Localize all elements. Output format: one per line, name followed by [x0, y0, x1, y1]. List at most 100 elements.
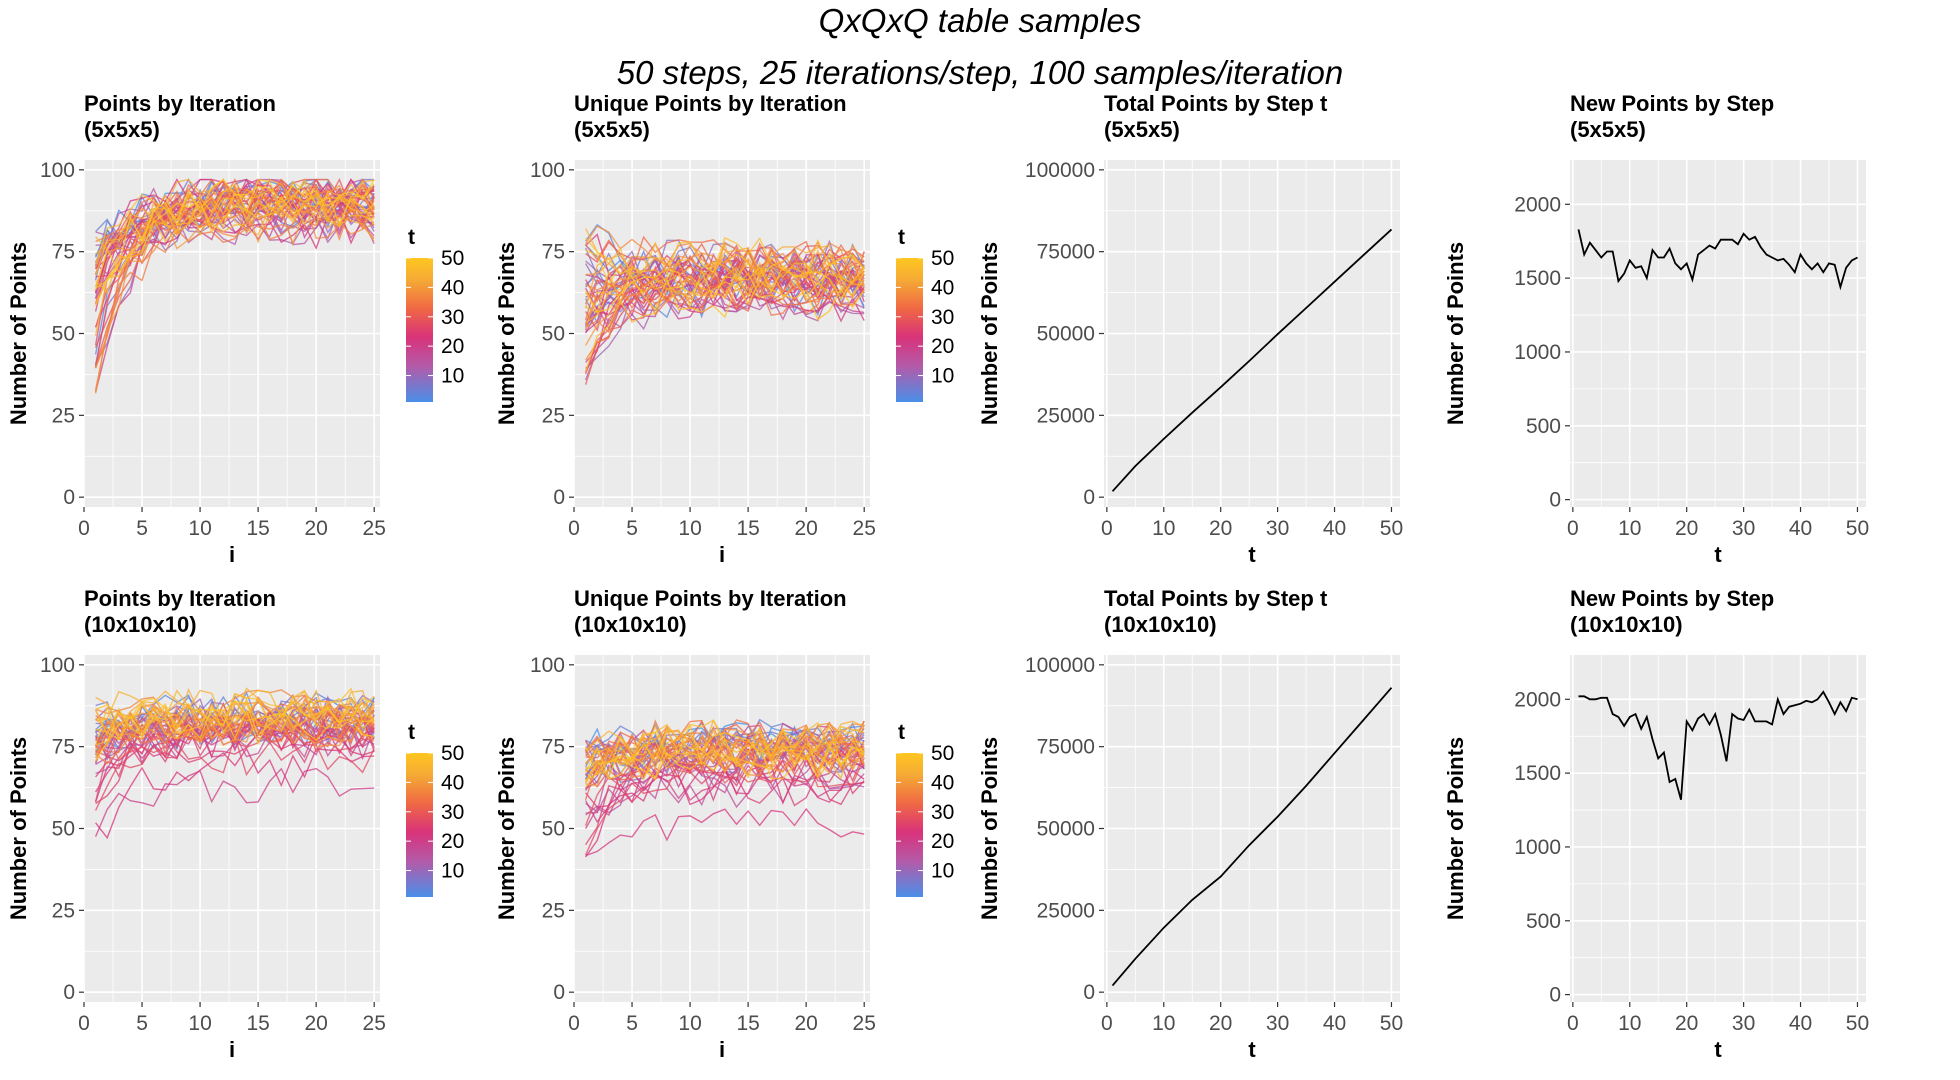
y-tick-label: 50: [52, 323, 75, 346]
legend-title: t: [898, 226, 905, 249]
color-legend: t 10 20 30 40 50: [896, 721, 954, 897]
y-axis-label: Number of Points: [977, 242, 1002, 425]
x-tick-label: 10: [1618, 1012, 1641, 1035]
legend-label: 40: [441, 276, 464, 299]
x-tick-label: 10: [678, 1012, 701, 1035]
x-tick-label: 10: [1618, 517, 1641, 540]
y-tick-label: 100: [530, 159, 565, 182]
x-axis-label: t: [1714, 1037, 1722, 1062]
series-line-t39: [94, 717, 375, 759]
y-axis-label: Number of Points: [6, 242, 31, 425]
series-line-t50: [95, 178, 375, 289]
legend-label: 10: [441, 860, 464, 883]
panel-p12: Unique Points by Iteration(5x5x5) 0 5 10 15 2…: [494, 91, 954, 567]
panel-subtitle: (5x5x5): [1570, 117, 1646, 142]
legend-label: 30: [441, 801, 464, 824]
series-line-t50: [584, 724, 865, 780]
y-axis-label: Number of Points: [494, 242, 519, 425]
x-tick-label: 50: [1846, 517, 1869, 540]
legend-title: t: [408, 721, 415, 744]
legend-label: 30: [931, 306, 954, 329]
legend-label: 30: [441, 306, 464, 329]
x-tick-label: 0: [78, 1012, 90, 1035]
y-tick-label: 25: [52, 899, 75, 922]
series-line-t50: [584, 264, 865, 313]
y-tick-label: 500: [1526, 910, 1561, 933]
series-line-t19: [585, 285, 865, 331]
y-tick-label: 0: [63, 981, 75, 1004]
series-line-t47: [585, 719, 865, 781]
plot-area: [584, 718, 865, 858]
panel-subtitle: (10x10x10): [574, 612, 687, 637]
x-axis-label: t: [1248, 542, 1256, 567]
x-tick-label: 20: [794, 1012, 817, 1035]
series-line-t48: [585, 236, 865, 278]
x-tick-label: 20: [304, 517, 327, 540]
series-line-t44: [94, 187, 375, 336]
legend-colorbar: [406, 258, 433, 402]
y-tick-label: 1500: [1514, 762, 1561, 785]
x-tick-label: 10: [1152, 1012, 1175, 1035]
series-line-t20: [94, 767, 375, 837]
x-tick-label: 10: [678, 517, 701, 540]
x-tick-label: 10: [188, 517, 211, 540]
x-tick-label: 0: [1567, 517, 1579, 540]
legend-label: 40: [931, 771, 954, 794]
y-tick-label: 100000: [1025, 654, 1095, 677]
y-tick-label: 0: [1083, 981, 1095, 1004]
x-tick-label: 5: [626, 1012, 638, 1035]
x-axis-label: t: [1714, 542, 1722, 567]
series-line-t43: [584, 242, 865, 309]
legend-label: 50: [441, 742, 464, 765]
plot-area: [1111, 687, 1393, 987]
y-tick-label: 75: [542, 241, 565, 264]
plot-area: [94, 687, 375, 840]
y-tick-label: 500: [1526, 415, 1561, 438]
x-axis-label: i: [719, 1037, 725, 1062]
x-tick-label: 0: [1101, 517, 1113, 540]
y-tick-label: 50: [52, 818, 75, 841]
plot-background: [1570, 655, 1866, 1002]
x-tick-label: 40: [1789, 1012, 1812, 1035]
x-tick-label: 10: [188, 1012, 211, 1035]
y-tick-label: 2000: [1514, 688, 1561, 711]
series-line: [1577, 229, 1858, 291]
x-tick-label: 0: [78, 517, 90, 540]
series-line-t48: [585, 734, 865, 780]
y-tick-label: 0: [553, 486, 565, 509]
legend-label: 20: [931, 335, 954, 358]
y-tick-label: 25000: [1037, 899, 1095, 922]
series-line-t49: [585, 249, 865, 321]
y-tick-label: 25000: [1037, 404, 1095, 427]
legend-label: 20: [931, 830, 954, 853]
panel-subtitle: (5x5x5): [84, 117, 160, 142]
series-line-t46: [585, 249, 865, 324]
y-tick-label: 75: [52, 736, 75, 759]
y-tick-label: 2000: [1514, 193, 1561, 216]
series-line-t49: [95, 697, 375, 737]
plot-background: [1570, 160, 1866, 507]
x-tick-label: 50: [1380, 1012, 1403, 1035]
panel-subtitle: (5x5x5): [1104, 117, 1180, 142]
y-tick-label: 0: [1549, 984, 1561, 1007]
legend-colorbar: [896, 753, 923, 897]
y-axis-label: Number of Points: [977, 737, 1002, 920]
y-tick-label: 100: [530, 654, 565, 677]
series-line-t46: [585, 723, 865, 766]
panel-p23: Total Points by Step t(10x10x10) 0 10 20 30 4…: [977, 586, 1403, 1062]
panel-title: New Points by Step: [1570, 91, 1774, 116]
plot-area: [584, 223, 865, 385]
y-tick-label: 75000: [1037, 736, 1095, 759]
series-line-t34: [94, 178, 375, 369]
series-line-t46: [95, 194, 375, 294]
y-tick-label: 75: [52, 241, 75, 264]
color-legend: t 10 20 30 40 50: [406, 226, 464, 402]
legend-label: 30: [931, 801, 954, 824]
panel-subtitle: (10x10x10): [84, 612, 197, 637]
y-tick-label: 100000: [1025, 159, 1095, 182]
series-line-t48: [94, 178, 375, 307]
series-line: [1111, 687, 1393, 987]
series-line-t37: [585, 242, 865, 291]
panel-title: Points by Iteration: [84, 586, 276, 611]
